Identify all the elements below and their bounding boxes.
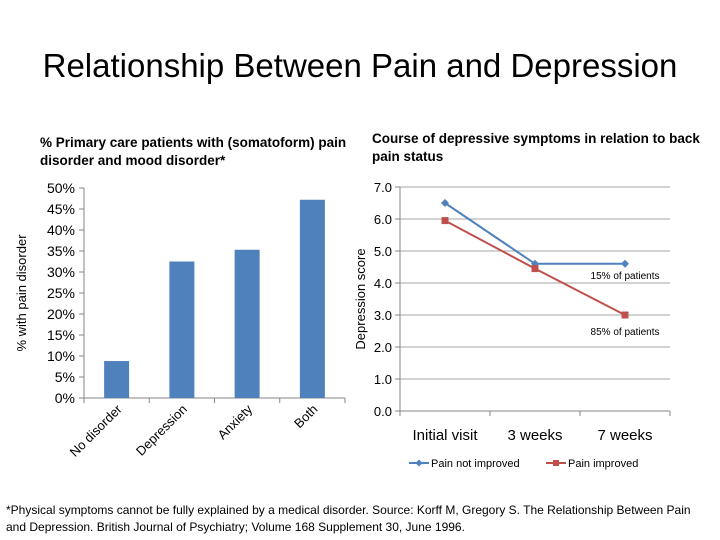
line-y-tick-label: 5.0 (374, 244, 392, 259)
legend-marker (415, 459, 423, 467)
line-category-label: 3 weeks (507, 427, 562, 444)
bar-y-tick-label: 35% (47, 243, 75, 259)
bar-both (299, 199, 325, 398)
line-chart-title: Course of depressive symptoms in relatio… (372, 131, 700, 164)
line-y-axis-label: Depression score (353, 248, 368, 349)
footnote: *Physical symptoms cannot be fully expla… (6, 503, 691, 534)
series-line-pain-not-improved (444, 202, 625, 265)
bar-y-tick-label: 15% (47, 327, 75, 343)
bar-anxiety (234, 249, 260, 398)
series-point-pain-not-improved (621, 259, 629, 268)
series-point-pain-not-improved (441, 199, 449, 207)
bar-category-label: Depression (133, 402, 190, 459)
bar-y-tick-label: 20% (47, 306, 75, 322)
line-y-tick-label: 4.0 (374, 276, 392, 291)
legend-marker (553, 460, 559, 466)
slide-title: Relationship Between Pain and Depression (42, 47, 678, 84)
legend-label: Pain not improved (431, 458, 520, 470)
line-y-tick-label: 7.0 (374, 180, 392, 195)
bar-y-axis-label: % with pain disorder (14, 234, 29, 352)
line-y-tick-label: 1.0 (374, 372, 392, 387)
bar-y-tick-label: 25% (47, 285, 75, 301)
line-category-label: 7 weeks (597, 427, 652, 444)
line-category-label: Initial visit (412, 427, 478, 444)
series-point-pain-improved (441, 217, 449, 225)
line-y-tick-label: 2.0 (374, 340, 392, 355)
bar-y-tick-label: 50% (47, 180, 75, 196)
bar-category-label: Both (291, 402, 321, 432)
bar-no-disorder (104, 361, 130, 398)
bar-y-tick-label: 5% (55, 369, 75, 385)
line-y-tick-label: 6.0 (374, 212, 392, 227)
line-y-tick-label: 3.0 (374, 308, 392, 323)
bar-category-label: No disorder (67, 401, 126, 460)
bar-y-tick-label: 10% (47, 348, 75, 364)
bar-category-label: Anxiety (214, 401, 255, 442)
bar-y-tick-label: 40% (47, 222, 75, 238)
bar-y-tick-label: 45% (47, 201, 75, 217)
series-point-pain-improved (531, 265, 539, 273)
legend-label: Pain improved (568, 458, 638, 470)
bar-chart-title: % Primary care patients with (somatoform… (40, 135, 347, 168)
bar-depression (169, 261, 195, 398)
line-annotation: 85% of patients (591, 327, 660, 338)
bar-y-tick-label: 30% (47, 264, 75, 280)
series-point-pain-improved (621, 311, 629, 319)
line-annotation: 15% of patients (591, 271, 660, 282)
line-y-tick-label: 0.0 (374, 404, 392, 419)
bar-y-tick-label: 0% (55, 390, 75, 406)
